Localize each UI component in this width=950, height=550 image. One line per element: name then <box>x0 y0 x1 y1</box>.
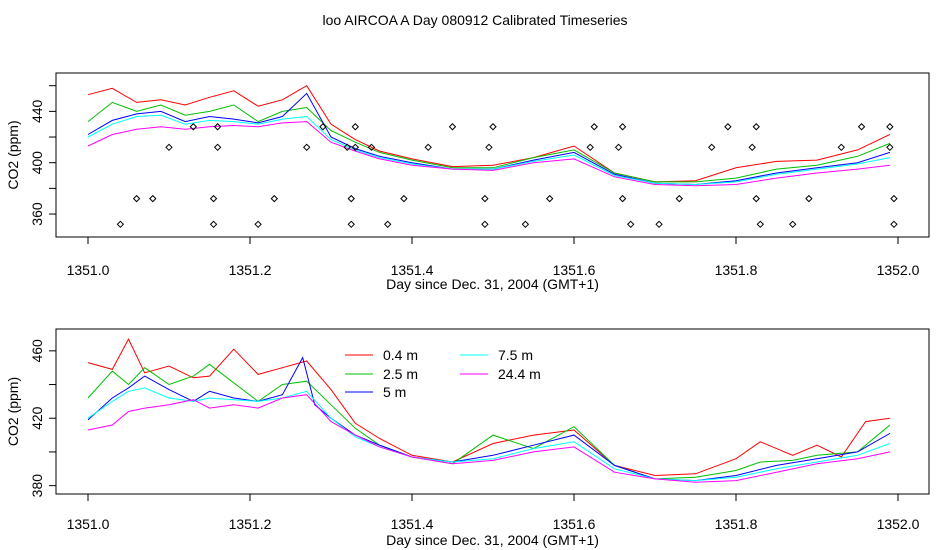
series-line-1 <box>87 101 891 183</box>
y-tick-label: 420 <box>29 406 45 430</box>
data-point <box>213 143 222 152</box>
data-point <box>618 123 627 131</box>
data-point <box>857 123 866 131</box>
data-point <box>347 194 355 203</box>
x-tick-label: 1352.0 <box>877 516 920 532</box>
data-point <box>209 220 218 229</box>
x-tick-label: 1351.0 <box>67 516 110 532</box>
data-point <box>149 194 157 203</box>
series-line-0-4-m <box>87 337 890 477</box>
series-line-3 <box>87 114 890 186</box>
x-tick-label: 1351.8 <box>715 516 758 532</box>
figure-title: loo AIRCOA A Day 080912 Calibrated Times… <box>322 12 627 28</box>
data-point <box>890 194 898 203</box>
y-axis-label: CO2 (ppm) <box>5 120 21 189</box>
x-tick-label: 1351.8 <box>715 262 758 278</box>
legend-label: 24.4 m <box>498 366 541 382</box>
y-tick-label: 440 <box>29 99 45 123</box>
data-point <box>351 123 360 131</box>
x-tick-label: 1351.4 <box>391 262 434 278</box>
y-tick-label: 380 <box>29 474 45 498</box>
data-point <box>707 143 716 152</box>
data-point <box>675 194 684 203</box>
data-point <box>367 143 376 152</box>
data-point <box>655 220 663 229</box>
y-axis-label: CO2 (ppm) <box>5 377 21 446</box>
data-point <box>586 143 594 152</box>
data-point <box>383 220 392 229</box>
x-tick-label: 1351.2 <box>229 516 272 532</box>
x-tick-label: 1351.2 <box>229 262 272 278</box>
series-line-0 <box>87 85 891 183</box>
data-point <box>489 123 497 131</box>
data-point <box>521 220 530 229</box>
series-line-24-4-m <box>87 394 891 483</box>
legend-label: 0.4 m <box>383 347 418 363</box>
x-axis-label: Day since Dec. 31, 2004 (GMT+1) <box>386 276 599 292</box>
x-tick-label: 1351.0 <box>67 262 110 278</box>
data-point <box>448 123 457 131</box>
data-point <box>805 194 813 203</box>
data-point <box>724 123 732 131</box>
data-point <box>788 220 797 229</box>
data-point <box>343 143 351 152</box>
data-point <box>424 143 432 152</box>
y-tick-label: 360 <box>29 202 45 226</box>
data-point <box>756 220 765 229</box>
data-point <box>319 123 327 131</box>
data-point <box>886 143 894 152</box>
data-point <box>254 220 262 229</box>
data-point <box>626 220 635 229</box>
data-point <box>189 123 198 131</box>
plot-frame <box>55 72 930 238</box>
x-tick-label: 1351.6 <box>553 262 596 278</box>
data-point <box>132 194 141 203</box>
data-point <box>302 143 311 152</box>
y-tick-label: 400 <box>29 151 45 175</box>
data-point <box>400 194 408 203</box>
data-point <box>618 194 627 203</box>
x-axis-label: Day since Dec. 31, 2004 (GMT+1) <box>386 532 599 548</box>
data-point <box>213 123 222 131</box>
data-point <box>351 143 360 152</box>
legend-label: 2.5 m <box>383 366 418 382</box>
data-point <box>890 220 898 229</box>
data-point <box>614 143 623 152</box>
plot-frame <box>55 328 930 495</box>
data-point <box>752 194 760 203</box>
legend-label: 5 m <box>383 384 406 400</box>
data-point <box>485 143 493 152</box>
data-point <box>116 220 125 229</box>
x-tick-label: 1352.0 <box>877 262 920 278</box>
data-point <box>590 123 598 131</box>
data-point <box>748 143 756 152</box>
series-line-2 <box>87 92 891 186</box>
data-point <box>886 123 894 131</box>
y-tick-label: 460 <box>29 339 45 363</box>
series-line-4 <box>87 121 890 187</box>
data-point <box>481 194 489 203</box>
data-point <box>209 194 218 203</box>
x-tick-label: 1351.4 <box>391 516 434 532</box>
data-point <box>347 220 355 229</box>
data-point <box>752 123 760 131</box>
legend-label: 7.5 m <box>498 347 533 363</box>
data-point <box>837 143 846 152</box>
series-line-5-m <box>87 356 891 482</box>
data-point <box>545 194 554 203</box>
series-line-2-5-m <box>87 363 891 480</box>
data-point <box>270 194 279 203</box>
x-tick-label: 1351.6 <box>553 516 596 532</box>
panel-bottom: 1351.0 1351.2 1351.4 1351.6 1351.8 1352.0 380 4… <box>5 328 930 548</box>
data-point <box>165 143 173 152</box>
data-point <box>481 220 489 229</box>
panel-top: 1351.0 1351.2 1351.4 1351.6 1351.8 1352.0 360 4… <box>5 72 930 292</box>
